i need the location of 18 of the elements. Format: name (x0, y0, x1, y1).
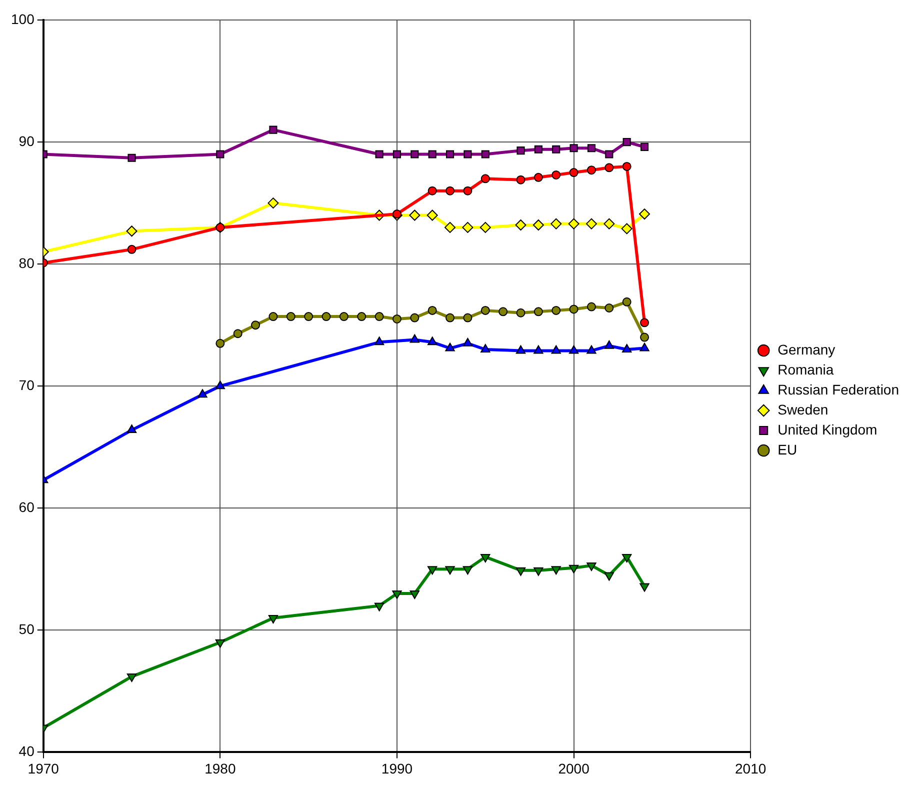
legend-label: EU (778, 441, 798, 458)
x-tick-label: 1970 (28, 760, 60, 776)
x-tick-label: 2000 (558, 760, 590, 776)
x-tick-label: 2010 (735, 760, 766, 776)
y-tick-label: 80 (18, 254, 35, 271)
x-tick-label: 1980 (204, 760, 236, 776)
legend-label: Russian Federation (778, 381, 900, 398)
y-tick-label: 70 (18, 376, 35, 393)
y-tick-label: 40 (18, 743, 35, 760)
legend-label: Sweden (778, 401, 828, 418)
y-tick-label: 60 (18, 498, 35, 515)
legend-label: Romania (778, 361, 834, 378)
legend-label: Germany (778, 341, 836, 358)
y-tick-label: 100 (11, 10, 35, 27)
y-tick-label: 90 (18, 132, 35, 149)
y-tick-label: 50 (18, 621, 35, 638)
legend-label: United Kingdom (778, 421, 878, 438)
x-tick-label: 1990 (381, 760, 413, 776)
